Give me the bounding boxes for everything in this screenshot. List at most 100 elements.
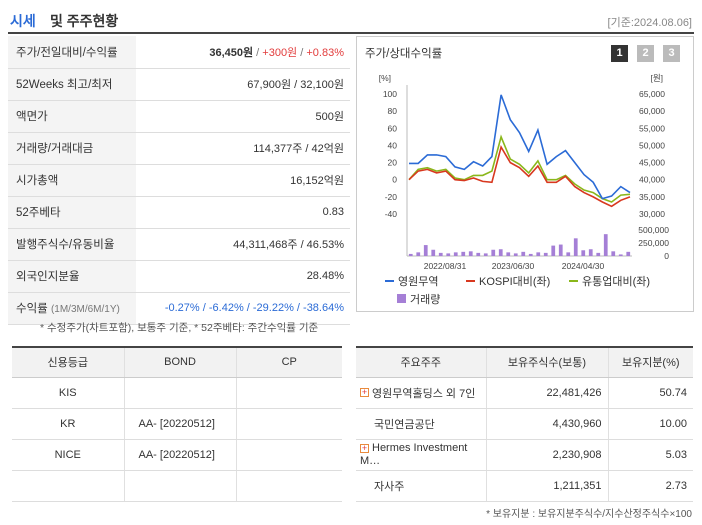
volume-bar xyxy=(581,250,586,256)
table-row: + Hermes Investment M… 2,230,908 5.03 xyxy=(356,439,693,471)
volume-bar xyxy=(596,252,601,256)
right-tick-label: 65,000 xyxy=(639,89,665,99)
shareholder-name-cell: + Hermes Investment M… xyxy=(356,439,487,471)
table-row: 외국인지분율 28.48% xyxy=(8,260,350,293)
stock-price-line xyxy=(409,94,631,200)
volume-bar xyxy=(543,252,548,256)
row-label: 수익률 (1M/3M/6M/1Y) xyxy=(8,292,136,325)
price-change: +300원 xyxy=(262,46,298,59)
table-cell xyxy=(236,439,342,471)
right-tick-label: 30,000 xyxy=(639,209,665,219)
legend-volume-swatch xyxy=(397,294,406,303)
left-tick-label: 0 xyxy=(392,175,397,185)
volume-bar xyxy=(536,252,541,256)
row-label: 발행주식수/유동비율 xyxy=(8,228,136,261)
column-header: CP xyxy=(236,346,342,378)
left-tick-label: -20 xyxy=(385,192,398,202)
shares-value: 44,311,468주 / 46.53% xyxy=(136,228,350,261)
volume-value: 114,377주 / 42억원 xyxy=(136,132,350,165)
stake-pct: 5.03 xyxy=(608,439,693,471)
table-row: + 영원무역홀딩스 외 7인 22,481,426 50.74 xyxy=(356,377,693,409)
stake-pct: 10.00 xyxy=(608,408,693,440)
shareholder-name-cell: + 영원무역홀딩스 외 7인 xyxy=(356,377,487,409)
section-header: 시세 및 주주현황 [기준:2024.08.06] xyxy=(8,8,694,32)
legend-industry-label: 유통업대비(좌) xyxy=(582,275,650,288)
column-header: 주요주주 xyxy=(356,346,487,378)
return-periods: (1M/3M/6M/1Y) xyxy=(50,304,120,315)
chart-page-2-button[interactable]: 2 xyxy=(637,45,654,62)
table-cell: NICE xyxy=(12,439,125,471)
volume-bar xyxy=(476,252,481,256)
column-header: 보유주식수(보통) xyxy=(486,346,609,378)
left-axis-unit: [%] xyxy=(379,73,391,83)
volume-tick-label: 0 xyxy=(664,251,669,261)
table-cell xyxy=(12,470,125,502)
par-value: 500원 xyxy=(136,100,350,133)
column-header: 신용등급 xyxy=(12,346,125,378)
shares-held: 1,211,351 xyxy=(486,470,609,502)
x-tick-label: 2022/08/31 xyxy=(424,261,467,271)
table-row: 국민연금공단 4,430,960 10.00 xyxy=(356,408,693,440)
price-change-pct: +0.83% xyxy=(306,46,344,59)
price-chart-panel: 주가/상대수익률 1 2 3 [%] [원] 100 80 60 40 20 0 -20 -40 6… xyxy=(356,36,694,312)
table-row xyxy=(12,470,342,502)
volume-bar xyxy=(566,252,571,256)
volume-tick-label: 500,000 xyxy=(638,225,669,235)
section-title-market: 시세 xyxy=(10,13,36,29)
right-tick-label: 45,000 xyxy=(639,158,665,168)
table-row: 발행주식수/유동비율 44,311,468주 / 46.53% xyxy=(8,228,350,261)
volume-bar xyxy=(506,252,511,256)
volume-bar xyxy=(416,252,421,256)
right-axis-unit: [원] xyxy=(650,73,663,83)
industry-relative-line xyxy=(408,134,631,203)
volume-bar xyxy=(408,253,413,256)
chart-page-3-button[interactable]: 3 xyxy=(663,45,680,62)
table-row: KR AA- [20220512] xyxy=(12,408,342,440)
left-tick-label: 60 xyxy=(388,123,398,133)
volume-bar xyxy=(453,252,458,256)
table-cell xyxy=(236,408,342,440)
shares-held: 22,481,426 xyxy=(486,377,609,409)
volume-bar xyxy=(431,249,436,256)
right-tick-label: 55,000 xyxy=(639,123,665,133)
quote-table: 주가/전일대비/수익률 36,450원 / +300원 / +0.83% 52W… xyxy=(8,36,350,325)
table-row: 52Weeks 최고/최저 67,900원 / 32,100원 xyxy=(8,68,350,101)
right-tick-label: 35,000 xyxy=(639,192,665,202)
quote-footnote: * 수정주가(차트포함), 보통주 기준, * 52주베타: 주간수익률 기준 xyxy=(40,322,319,334)
divider xyxy=(8,32,694,34)
volume-bar xyxy=(528,253,533,256)
table-cell xyxy=(124,377,237,409)
right-tick-label: 50,000 xyxy=(639,140,665,150)
shareholder-footnote: * 보유지분 : 보유지분주식수/지수산정주식수×100 xyxy=(486,509,692,520)
expand-icon[interactable]: + xyxy=(360,443,369,453)
volume-bar xyxy=(446,253,451,256)
table-cell: KR xyxy=(12,408,125,440)
volume-bar xyxy=(513,253,518,256)
price: 36,450원 xyxy=(209,46,254,59)
right-tick-label: 40,000 xyxy=(639,175,665,185)
row-label: 주가/전일대비/수익률 xyxy=(8,36,136,69)
volume-bar xyxy=(551,245,556,256)
foreign-value: 28.48% xyxy=(136,260,350,293)
kospi-relative-line xyxy=(408,145,631,208)
shares-held: 2,230,908 xyxy=(486,439,609,471)
table-row: 액면가 500원 xyxy=(8,100,350,133)
row-label: 52Weeks 최고/최저 xyxy=(8,68,136,101)
x-tick-label: 2024/04/30 xyxy=(562,261,605,271)
table-row: 수익률 (1M/3M/6M/1Y) -0.27% / -6.42% / -29.… xyxy=(8,292,350,325)
row-label: 외국인지분율 xyxy=(8,260,136,293)
volume-tick-label: 250,000 xyxy=(638,238,669,248)
volume-bar xyxy=(588,249,593,256)
shareholder-name: 영원무역홀딩스 외 7인 xyxy=(372,387,476,400)
chart-page-1-button[interactable]: 1 xyxy=(611,45,628,62)
shareholder-name: 국민연금공단 xyxy=(374,418,435,431)
volume-bar xyxy=(423,245,428,256)
left-tick-label: 40 xyxy=(388,140,398,150)
volume-bar xyxy=(483,253,488,256)
shareholder-name: Hermes Investment M… xyxy=(360,442,468,467)
base-date: [기준:2024.08.06] xyxy=(607,17,692,29)
stake-pct: 2.73 xyxy=(608,470,693,502)
volume-bar xyxy=(611,251,616,256)
table-row: KIS xyxy=(12,377,342,409)
expand-icon[interactable]: + xyxy=(360,387,369,397)
